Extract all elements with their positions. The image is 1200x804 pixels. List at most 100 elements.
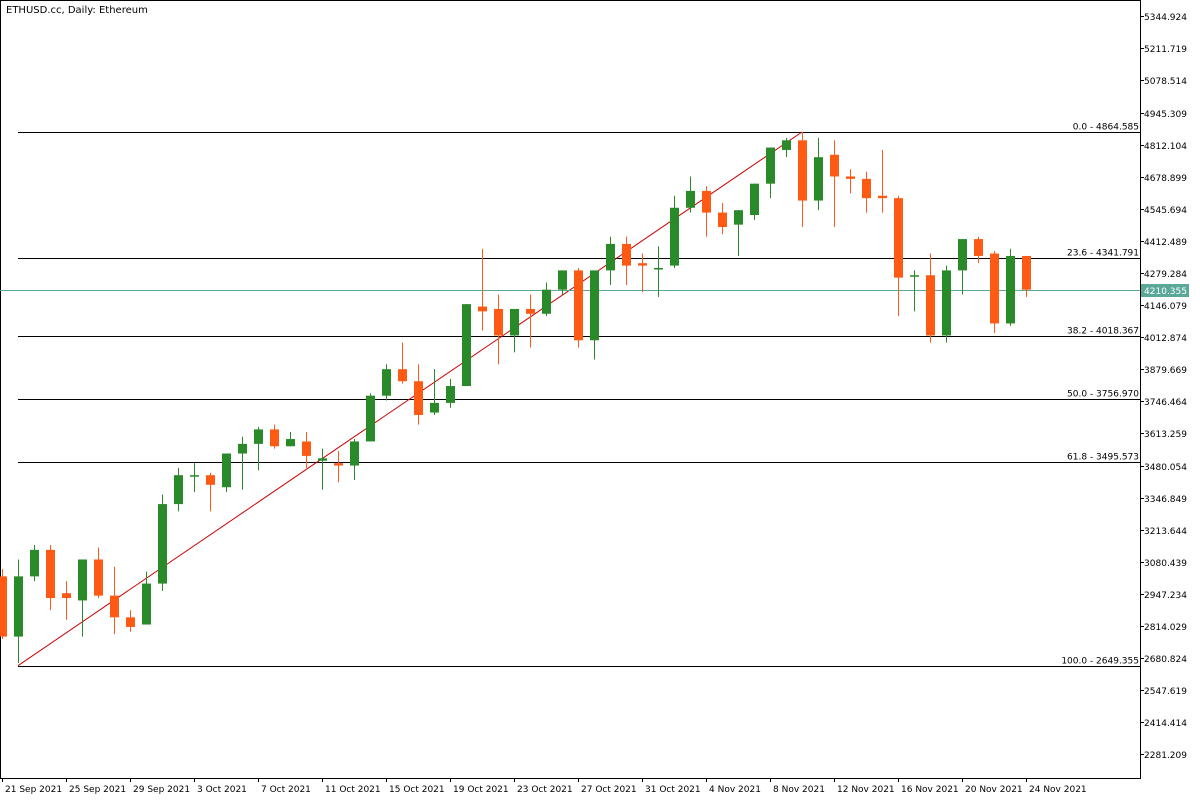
candle-body — [14, 576, 23, 637]
candle-body — [206, 475, 215, 485]
candle-body — [958, 239, 967, 271]
candle — [974, 236, 983, 264]
candle — [478, 248, 487, 331]
fib-level-label: 100.0 - 2649.355 — [1061, 657, 1139, 667]
candle — [830, 140, 839, 228]
candle-body — [638, 263, 647, 266]
candle-body — [62, 593, 71, 599]
candle — [254, 426, 263, 471]
candle-body — [222, 453, 231, 488]
candle-body — [878, 195, 887, 199]
time-axis-label: 12 Nov 2021 — [837, 785, 895, 795]
candle — [926, 253, 935, 343]
candle — [126, 610, 135, 632]
price-axis-label: 4412.489 — [1144, 238, 1187, 248]
candle — [526, 294, 535, 348]
candle — [238, 436, 247, 490]
price-axis-label: 3213.644 — [1144, 527, 1187, 537]
time-axis-label: 19 Oct 2021 — [453, 785, 509, 795]
candle — [942, 265, 951, 343]
candle-body — [526, 308, 535, 314]
candle — [782, 137, 791, 158]
candle-body — [974, 239, 983, 256]
candle — [430, 369, 439, 415]
candle-body — [302, 441, 311, 456]
candle — [0, 569, 7, 639]
candle-body — [94, 559, 103, 596]
candle-body — [750, 183, 759, 215]
current-price-badge — [1141, 284, 1189, 297]
candle-body — [142, 583, 151, 625]
candle — [686, 176, 695, 213]
candle — [62, 581, 71, 620]
candle-body — [590, 270, 599, 341]
candle — [78, 559, 87, 637]
candle-body — [0, 576, 7, 637]
candle — [1022, 255, 1031, 297]
candle — [462, 304, 471, 387]
candle — [350, 439, 359, 480]
candle — [750, 183, 759, 220]
candle — [542, 282, 551, 317]
time-axis-label: 7 Oct 2021 — [261, 785, 311, 795]
price-axis-label: 3346.849 — [1144, 495, 1187, 505]
candle — [606, 236, 615, 285]
fib-level-label: 61.8 - 3495.573 — [1067, 453, 1139, 463]
candle-body — [894, 198, 903, 278]
candle-body — [814, 157, 823, 201]
candle-body — [430, 402, 439, 413]
fib-level-label: 0.0 - 4864.585 — [1073, 123, 1139, 133]
candle — [46, 545, 55, 611]
candle — [110, 566, 119, 635]
candle-body — [110, 595, 119, 618]
candle-body — [414, 381, 423, 415]
candle-body — [686, 190, 695, 208]
candle — [814, 137, 823, 211]
candle-body — [478, 306, 487, 312]
price-axis-label: 3613.259 — [1144, 430, 1187, 440]
fib-level-label: 38.2 - 4018.367 — [1067, 327, 1139, 337]
candle-body — [366, 395, 375, 442]
candle-body — [926, 275, 935, 336]
candle — [206, 472, 215, 512]
candle-body — [334, 463, 343, 466]
price-axis-label: 5211.719 — [1144, 45, 1187, 55]
candle-body — [494, 308, 503, 336]
fib-level-label: 23.6 - 4341.791 — [1067, 249, 1139, 259]
candle-body — [734, 210, 743, 225]
candle — [222, 453, 231, 493]
price-axis-label: 2547.619 — [1144, 687, 1187, 697]
time-axis-label: 29 Sep 2021 — [133, 785, 190, 795]
candle — [30, 545, 39, 582]
candle — [318, 448, 327, 490]
candle — [14, 559, 23, 664]
candle-body — [606, 243, 615, 271]
candle — [638, 253, 647, 293]
time-axis-label: 31 Oct 2021 — [645, 785, 701, 795]
price-axis-label: 2281.209 — [1144, 751, 1187, 761]
candle — [622, 236, 631, 285]
candle — [862, 171, 871, 213]
candle — [302, 431, 311, 468]
candle-body — [174, 475, 183, 505]
chart-frame — [0, 0, 1141, 779]
candle-body — [846, 176, 855, 179]
price-axis-label: 2814.029 — [1144, 623, 1187, 633]
price-axis-label: 2414.414 — [1144, 719, 1187, 729]
time-axis-label: 24 Nov 2021 — [1029, 785, 1087, 795]
candle — [910, 270, 919, 312]
candle — [766, 147, 775, 199]
candle-body — [574, 270, 583, 341]
candle — [510, 308, 519, 353]
candle — [878, 149, 887, 213]
candle-body — [158, 504, 167, 584]
candle — [494, 294, 503, 365]
candle — [174, 467, 183, 512]
price-axis-label: 3080.439 — [1144, 559, 1187, 569]
price-axis: 5344.924 5211.719 5078.514 4945.309 4812.104… — [1140, 13, 1187, 761]
candle-body — [718, 212, 727, 228]
price-axis-label: 5344.924 — [1144, 13, 1187, 23]
candle-body — [542, 289, 551, 314]
time-axis-label: 8 Nov 2021 — [773, 785, 825, 795]
